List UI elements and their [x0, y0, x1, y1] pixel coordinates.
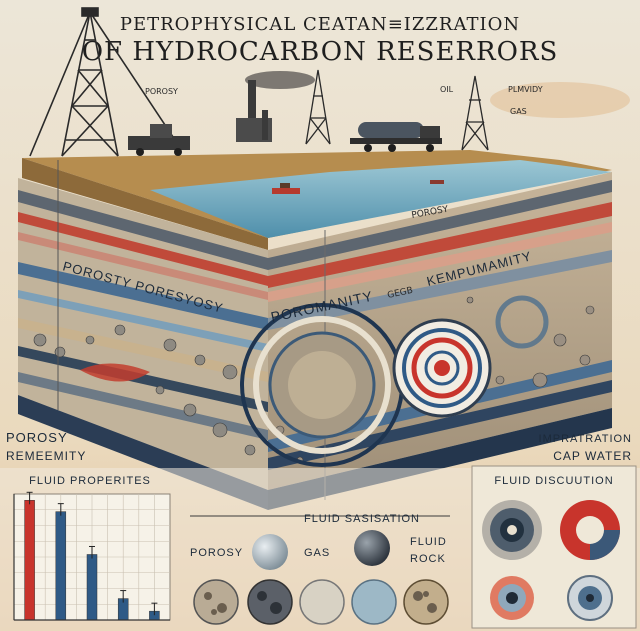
sample-label-porosy: POROSY [190, 547, 243, 559]
side-label-right-2: CAP WATER [553, 449, 632, 463]
rock-sample-3 [299, 579, 345, 625]
rock-sample-5 [403, 579, 449, 625]
ground-edge [22, 158, 268, 250]
title-line1: PETROPHYSICAL CEATAN≡IZZRATION [120, 14, 520, 35]
sphere-light-icon [252, 534, 288, 570]
smoke-cloud [245, 71, 315, 89]
panel-title-fluid-saturation: FLUID SASISATION [304, 513, 420, 525]
red-target-circle [392, 318, 492, 418]
title-line2: OF HYDROCARBON RESERRORS [82, 37, 559, 67]
rock-samples [193, 579, 449, 625]
sample-label-fluid: FLUID [410, 536, 447, 548]
oil-derrick-right-icon [461, 75, 489, 151]
donut-red-icon [560, 500, 620, 560]
sphere-dark-icon [354, 530, 390, 566]
pebbles-left [33, 324, 256, 456]
pebbles-right [275, 296, 595, 464]
strata-front-left [18, 178, 268, 490]
label-porosy-sky: POROSY [145, 87, 178, 96]
sample-label-gas: GAS [304, 547, 330, 559]
boat-small-icon [430, 180, 444, 184]
oil-derrick-icon [29, 7, 176, 157]
side-label-left-1: POROSY [6, 430, 68, 445]
side-label-left-2: REMEEMITY [6, 449, 86, 463]
rock-sample-4 [351, 579, 397, 625]
donut-gray-icon [482, 500, 542, 560]
chart-bar [55, 511, 67, 621]
rock-sample-1 [193, 579, 239, 625]
tanker-truck-icon [350, 122, 442, 152]
cloud [490, 82, 630, 118]
refinery-icon [236, 80, 272, 142]
panel-title-fluid-properties: FLUID PROPERITES [29, 475, 151, 487]
panel-title-fluid-distribution: FLUID DISCUUTION [494, 475, 613, 487]
blue-ring-circle [495, 295, 549, 349]
donut-small-left-icon [490, 576, 534, 620]
fluid-properties-bar-chart [13, 491, 171, 621]
water-surface [150, 160, 612, 238]
label-oil-sky: OIL [440, 85, 454, 94]
strata-bands-left [18, 190, 268, 440]
chart-bar [86, 554, 98, 621]
rock-sample-2 [247, 579, 293, 625]
red-deposit-lens [80, 363, 150, 382]
label-plmvidy-sky: PLMVIDY [508, 85, 543, 94]
oil-derrick-small-icon [305, 69, 331, 145]
label-gas-sky: GAS [510, 107, 527, 116]
chart-bar [24, 500, 35, 621]
side-label-right-1: IMPRATRATION [539, 433, 632, 445]
sample-label-rock: ROCK [410, 553, 446, 565]
truck-icon [128, 124, 190, 156]
boat-icon [272, 183, 300, 194]
donut-small-right-icon [567, 575, 613, 621]
